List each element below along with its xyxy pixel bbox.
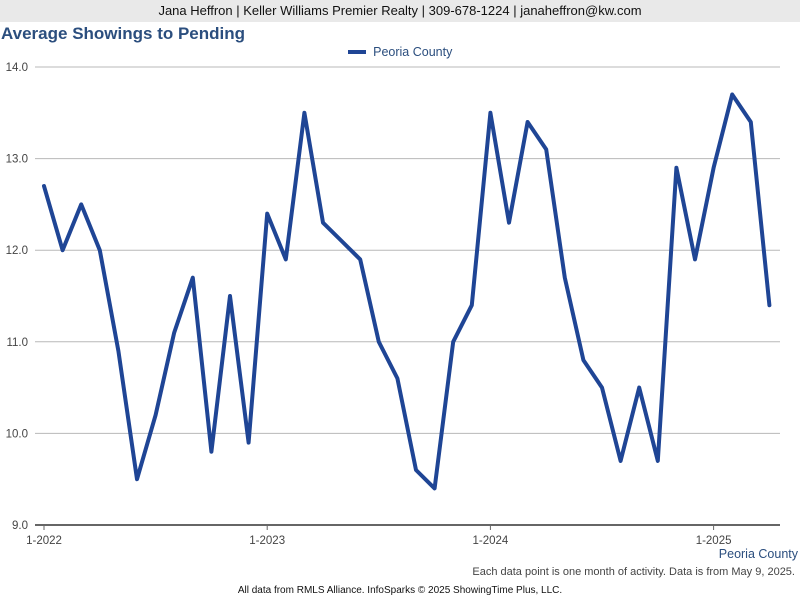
footer-note: Each data point is one month of activity…: [472, 566, 795, 578]
header-contact-bar: Jana Heffron | Keller Williams Premier R…: [0, 0, 800, 22]
data-point: [321, 221, 325, 225]
data-point: [302, 111, 306, 115]
data-point: [674, 166, 678, 170]
contact-line: Jana Heffron | Keller Williams Premier R…: [158, 3, 642, 18]
data-point: [712, 166, 716, 170]
data-point: [358, 257, 362, 261]
y-tick-label: 14.0: [6, 62, 28, 74]
legend-swatch: [347, 49, 366, 54]
x-tick-label: 1-2024: [472, 535, 508, 547]
data-point: [526, 120, 530, 124]
x-tick-label: 1-2023: [249, 535, 285, 547]
data-point: [767, 303, 771, 307]
data-point: [284, 257, 288, 261]
data-point: [116, 349, 120, 353]
data-point: [395, 376, 399, 380]
y-tick-label: 13.0: [6, 154, 28, 166]
data-point: [488, 111, 492, 115]
data-point: [172, 331, 176, 335]
data-point: [433, 486, 437, 490]
data-point: [730, 92, 734, 96]
data-point: [414, 468, 418, 472]
x-tick-label: 1-2025: [696, 535, 732, 547]
data-point: [228, 294, 232, 298]
series-line: [42, 92, 772, 491]
data-point: [451, 340, 455, 344]
data-point: [154, 413, 158, 417]
legend-label: Peoria County: [373, 45, 453, 59]
y-tick-label: 9.0: [12, 520, 28, 532]
y-tick-label: 12.0: [6, 245, 28, 257]
data-point: [563, 276, 567, 280]
data-point: [340, 239, 344, 243]
data-point: [377, 340, 381, 344]
data-point: [135, 477, 139, 481]
data-point: [600, 386, 604, 390]
x-tick-label: 1-2022: [26, 535, 62, 547]
data-point: [42, 184, 46, 188]
data-point: [637, 386, 641, 390]
footer-region-label: Peoria County: [718, 547, 798, 561]
data-point: [581, 358, 585, 362]
footer-source: All data from RMLS Alliance. InfoSparks …: [237, 585, 563, 596]
data-point: [79, 202, 83, 206]
legend: Peoria County: [0, 45, 800, 59]
data-point: [656, 459, 660, 463]
data-point: [265, 212, 269, 216]
data-point: [507, 221, 511, 225]
data-point: [619, 459, 623, 463]
y-tick-label: 11.0: [6, 337, 28, 349]
y-tick-label: 10.0: [6, 428, 28, 440]
data-point: [209, 450, 213, 454]
data-point: [98, 248, 102, 252]
data-point: [191, 276, 195, 280]
data-point: [61, 248, 65, 252]
data-point: [247, 441, 251, 445]
data-point: [544, 147, 548, 151]
data-point: [470, 303, 474, 307]
data-point: [693, 257, 697, 261]
data-point: [749, 120, 753, 124]
chart-title: Average Showings to Pending: [1, 24, 246, 43]
